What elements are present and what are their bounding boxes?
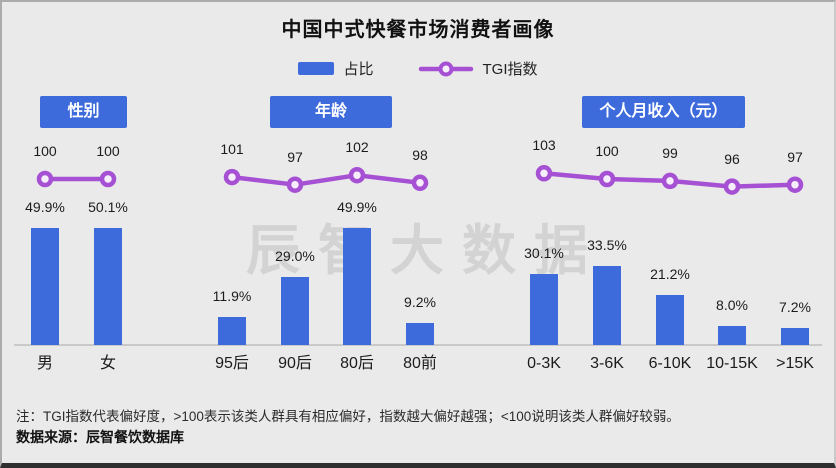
bar <box>656 295 684 345</box>
bar <box>281 277 309 345</box>
category-label: 女 <box>99 355 116 372</box>
category-label: 10-15K <box>706 355 758 372</box>
bar <box>781 328 809 345</box>
footnote: 注：TGI指数代表偏好度，>100表示该类人群具有相应偏好，指数越大偏好越强；<… <box>16 409 680 424</box>
tgi-value-label: 101 <box>220 141 244 158</box>
bar <box>31 228 59 345</box>
bar-value-label: 33.5% <box>587 237 627 253</box>
bar <box>530 274 558 345</box>
data-source: 数据来源：辰智餐饮数据库 <box>16 429 184 445</box>
category-label: >15K <box>776 355 814 372</box>
tgi-value-label: 96 <box>724 150 740 167</box>
category-label: 80前 <box>403 355 437 372</box>
tgi-value-label: 97 <box>287 148 303 165</box>
legend-item-bar: 占比 <box>298 58 374 79</box>
bar-value-label: 30.1% <box>524 245 564 261</box>
category-label: 男 <box>36 355 53 372</box>
panel-header-badge: 个人月收入（元） <box>582 96 745 128</box>
bar <box>593 266 621 345</box>
chart-legend: 占比 TGI指数 <box>2 58 834 79</box>
tgi-value-label: 103 <box>532 137 556 154</box>
tgi-value-label: 102 <box>345 139 369 156</box>
bar-value-label: 9.2% <box>404 294 436 310</box>
bar <box>94 228 122 345</box>
bar-value-label: 8.0% <box>716 297 748 313</box>
bar <box>406 323 434 345</box>
bar-value-label: 49.9% <box>337 199 377 215</box>
tgi-value-label: 100 <box>595 143 619 159</box>
category-label: 80后 <box>340 355 374 372</box>
category-label: 0-3K <box>527 355 561 372</box>
bar <box>718 326 746 345</box>
bar <box>343 228 371 345</box>
category-label: 90后 <box>278 355 312 372</box>
tgi-value-label: 97 <box>787 148 803 165</box>
tgi-value-label: 100 <box>96 143 120 159</box>
bar-value-label: 29.0% <box>275 248 315 264</box>
category-label: 95后 <box>215 355 249 372</box>
chart-title: 中国中式快餐市场消费者画像 <box>281 19 555 41</box>
bar-value-label: 11.9% <box>212 288 252 304</box>
legend-item-line: TGI指数 <box>418 58 538 79</box>
legend-bar-label: 占比 <box>343 61 374 78</box>
tgi-value-label: 99 <box>662 144 678 161</box>
legend-line-label: TGI指数 <box>482 61 538 78</box>
bar-swatch-icon <box>298 62 335 75</box>
bar-value-label: 7.2% <box>779 299 811 315</box>
x-axis-line <box>14 344 822 346</box>
line-marker-icon <box>418 61 473 76</box>
panel-header-badge: 性别 <box>40 96 127 128</box>
tgi-value-label: 100 <box>33 143 57 159</box>
bar-value-label: 49.9% <box>25 199 65 215</box>
category-label: 3-6K <box>590 355 624 372</box>
tgi-value-label: 98 <box>412 146 428 163</box>
bar-value-label: 50.1% <box>88 199 128 215</box>
panel-header-badge: 年龄 <box>270 96 392 128</box>
category-label: 6-10K <box>648 355 692 372</box>
bar-value-label: 21.2% <box>650 266 690 282</box>
bar <box>218 317 246 345</box>
watermark: 辰智大数据 <box>246 221 606 281</box>
